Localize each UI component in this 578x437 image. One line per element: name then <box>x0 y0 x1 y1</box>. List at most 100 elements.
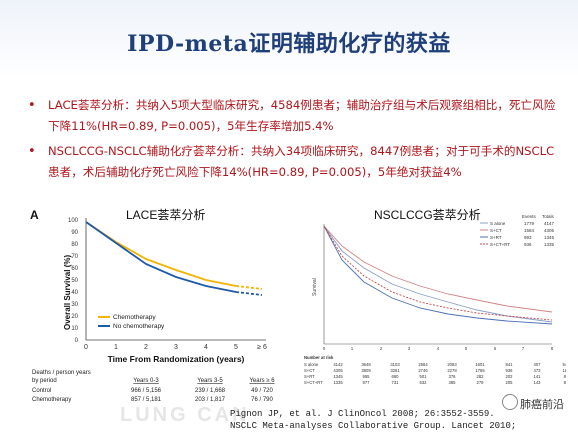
risk-cell: 161 <box>563 368 567 373</box>
xtick: 1 <box>114 344 118 351</box>
risk-cell: 3809 <box>361 368 371 373</box>
nochemo-curve <box>85 221 237 293</box>
risk-cell: 3648 <box>361 362 371 367</box>
ytick: 100 <box>68 218 79 224</box>
ytick: 40 <box>71 290 78 296</box>
table-cell: 203 / 1,817 <box>195 397 226 403</box>
watermark-text: 肺癌前沿 <box>520 398 564 411</box>
risk-cell: 1601 <box>475 362 485 367</box>
lace-xlabel: Time From Randomization (years) <box>108 354 245 364</box>
xtick: 8 <box>551 346 554 351</box>
risk-label: S alone <box>304 362 319 367</box>
table-cell: 857 / 5,181 <box>131 397 162 403</box>
risk-cell: 1345 <box>333 374 343 379</box>
table-header: Years ≥ 6 <box>249 378 275 384</box>
table-cell: 239 / 1,668 <box>195 388 226 394</box>
legend-events: 993 <box>524 235 532 240</box>
risk-cell: 3261 <box>390 368 400 373</box>
panel-letter: A <box>30 208 39 222</box>
chemo-curve-dashed <box>235 285 263 290</box>
legend-header: Totals <box>542 214 555 219</box>
xtick: 0 <box>84 344 88 351</box>
table-row-label: Chemotherapy <box>32 397 71 403</box>
risk-cell: 977 <box>363 380 371 385</box>
nsclccg-legend: Events Totals S alone 1779 4147 S+CT 158… <box>480 214 555 247</box>
lace-xticks: 0 1 2 3 4 5 ≥ 6 <box>84 344 267 351</box>
nsclccg-chart-svg: Survival 0 1 2 3 4 5 6 7 8 Events Totals… <box>304 214 566 385</box>
ytick: 30 <box>71 302 78 308</box>
legend-events: 1779 <box>524 221 535 226</box>
legend-totals: 4147 <box>544 221 555 226</box>
xtick: 5 <box>234 344 238 351</box>
risk-label: S+CT+RT <box>304 380 323 385</box>
lace-survival-figure: A LACE荟萃分析 100 90 80 70 60 50 40 30 20 1… <box>30 206 288 426</box>
lace-deaths-table: Deaths / person years by period Years 0-… <box>32 370 275 403</box>
table-cell: 76 / 790 <box>251 397 273 403</box>
ytick: 80 <box>71 242 78 248</box>
bullet-item-lace: • LACE荟萃分析：共纳入5项大型临床研究，4584例患者；辅助治疗组与术后观… <box>28 95 564 137</box>
nsclccg-risk-table: Number at risk S alone S+CT S+RT S+CT+RT <box>304 355 334 385</box>
risk-cell: 141 <box>534 374 542 379</box>
table-header: Years 3-5 <box>197 378 223 384</box>
citation-line: NSCLC Meta-analyses Collaborative Group.… <box>230 421 517 431</box>
ytick: 20 <box>71 314 78 320</box>
nsclccg-ylabel: Survival <box>312 278 318 296</box>
nsclccg-survival-figure: NSCLCCG荟萃分析 Survival 0 1 2 3 4 5 6 7 8 E… <box>302 206 566 386</box>
legend-chemo-label: Chemotherapy <box>113 314 156 321</box>
legend-events: 936 <box>524 242 532 247</box>
risk-cell: 2083 <box>447 362 457 367</box>
risk-cell: 205 <box>506 380 514 385</box>
legend-header: Events <box>522 214 537 219</box>
legend-label: S+RT <box>490 235 502 240</box>
xtick: 2 <box>144 344 148 351</box>
s-alone-curve <box>323 225 553 323</box>
risk-cell: 841 <box>506 362 514 367</box>
table-cell: 966 / 5,156 <box>131 388 162 394</box>
risk-cell: 143 <box>534 380 542 385</box>
lace-chart-svg: 100 90 80 70 60 50 40 30 20 10 0 Overall… <box>32 218 275 403</box>
ytick: 70 <box>71 254 78 260</box>
lace-caption: LACE荟萃分析 <box>126 208 206 222</box>
citation: Pignon JP, et al. J ClinOncol 2008; 26:3… <box>230 408 516 432</box>
risk-cell: 85 <box>564 374 566 379</box>
risk-title: Number at risk <box>304 355 334 360</box>
xtick: 4 <box>204 344 208 351</box>
risk-cell: 936 <box>506 368 514 373</box>
bullet-item-nsclccg: • NSCLCCG-NSCLC辅助化疗荟萃分析：共纳入34项临床研究，8447例… <box>28 141 564 183</box>
risk-cell: 2746 <box>418 368 428 373</box>
risk-cell: 1335 <box>333 380 343 385</box>
legend-label: S+CT <box>490 228 502 233</box>
citation-line: Pignon JP, et al. J ClinOncol 2008; 26:3… <box>230 409 495 419</box>
legend-label: S+CT+RT <box>490 242 510 247</box>
lace-ylabel: Overall Survival (%) <box>63 255 72 330</box>
table-row-label: Control <box>32 388 51 394</box>
bullet-text: LACE荟萃分析：共纳入5项大型临床研究，4584例患者；辅助治疗组与术后观察组… <box>48 98 556 133</box>
risk-cell: 84 <box>564 380 566 385</box>
bullet-list: • LACE荟萃分析：共纳入5项大型临床研究，4584例患者；辅助治疗组与术后观… <box>28 95 564 187</box>
risk-cell: 548 <box>563 362 567 367</box>
risk-cell: 1785 <box>475 368 485 373</box>
xtick: 7 <box>522 346 525 351</box>
lace-yticks: 100 90 80 70 60 50 40 30 20 10 0 <box>68 218 79 344</box>
risk-cell: 202 <box>506 374 514 379</box>
risk-cells: 4142 3648 3103 2584 2083 1601 841 407 548 4305 380… <box>333 362 566 385</box>
legend-events: 1584 <box>524 228 535 233</box>
bullet-dot-icon: • <box>28 144 36 159</box>
s-rt-curve <box>323 225 553 325</box>
table-header: by period <box>32 378 57 384</box>
slide-title: IPD-meta证明辅助化疗的获益 <box>127 31 451 57</box>
table-header: Deaths / person years <box>32 370 91 376</box>
watermark-logo-icon <box>502 394 518 410</box>
risk-cell: 4142 <box>333 362 343 367</box>
ytick: 90 <box>71 230 78 236</box>
risk-cell: 279 <box>477 380 485 385</box>
risk-cell: 955 <box>363 374 371 379</box>
xtick: 2 <box>380 346 383 351</box>
risk-cell: 3103 <box>390 362 400 367</box>
legend-nochemo-label: No chemotherapy <box>113 323 165 330</box>
background-watermark: LUNG CAN <box>120 404 250 426</box>
legend-totals: 1335 <box>544 242 555 247</box>
s-ct-rt-curve <box>323 225 553 321</box>
risk-cell: 731 <box>392 380 400 385</box>
ytick: 0 <box>75 338 79 344</box>
